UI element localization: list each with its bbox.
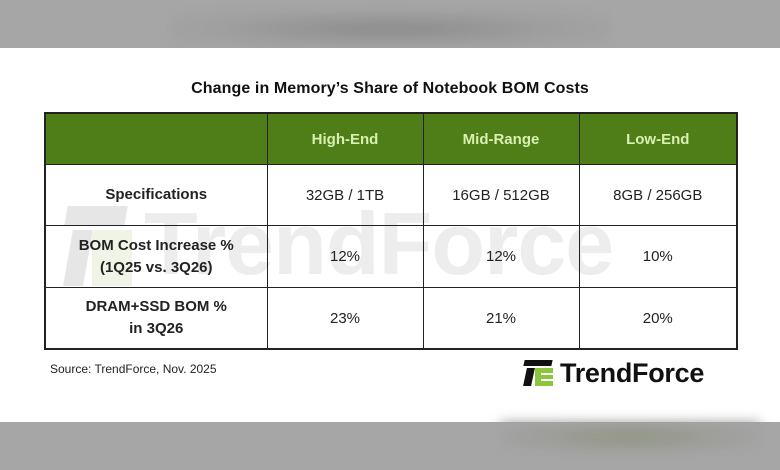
cell-high-end: 32GB / 1TB bbox=[266, 164, 424, 226]
table-row: Specifications 32GB / 1TB 16GB / 512GB 8… bbox=[44, 164, 738, 226]
cell-low-end: 20% bbox=[578, 287, 738, 350]
bottom-blur-band bbox=[0, 422, 780, 470]
bom-table: High-End Mid-Range Low-End Specification… bbox=[44, 112, 738, 350]
row-label-specifications: Specifications bbox=[44, 164, 268, 226]
row-label-line1: DRAM+SSD BOM % bbox=[85, 298, 227, 315]
row-label-line2: (1Q25 vs. 3Q26) bbox=[99, 258, 213, 276]
row-label-line1: BOM Cost Increase % bbox=[78, 236, 234, 254]
table-row: BOM Cost Increase % (1Q25 vs. 3Q26) 12% … bbox=[44, 225, 738, 288]
row-label-dram-ssd-bom: DRAM+SSD BOM % in 3Q26 bbox=[44, 287, 268, 350]
source-note: Source: TrendForce, Nov. 2025 bbox=[50, 362, 217, 376]
cell-low-end: 8GB / 256GB bbox=[578, 164, 738, 226]
row-label-line2: in 3Q26 bbox=[129, 320, 184, 337]
logo-text: TrendForce bbox=[560, 357, 705, 388]
cell-mid-range: 21% bbox=[422, 287, 580, 350]
header-low-end: Low-End bbox=[578, 112, 738, 165]
page-title: Change in Memory’s Share of Notebook BOM… bbox=[191, 80, 589, 97]
cell-high-end: 12% bbox=[266, 225, 424, 288]
header-empty bbox=[44, 112, 268, 165]
header-high-end: High-End bbox=[266, 112, 424, 165]
table-header-row: High-End Mid-Range Low-End bbox=[44, 112, 738, 165]
cell-mid-range: 12% bbox=[422, 225, 580, 288]
row-label-bom-cost-increase: BOM Cost Increase % (1Q25 vs. 3Q26) bbox=[44, 225, 268, 288]
cell-mid-range: 16GB / 512GB bbox=[422, 164, 580, 226]
header-mid-range: Mid-Range bbox=[422, 112, 580, 165]
table-row: DRAM+SSD BOM % in 3Q26 23% 21% 20% bbox=[44, 287, 738, 350]
trendforce-logo-icon bbox=[523, 358, 556, 388]
trendforce-logo: TrendForce bbox=[523, 356, 705, 390]
top-blur-band bbox=[0, 0, 780, 48]
cell-low-end: 10% bbox=[578, 225, 738, 288]
cell-high-end: 23% bbox=[266, 287, 424, 350]
row-label-line1: Specifications bbox=[105, 186, 208, 203]
